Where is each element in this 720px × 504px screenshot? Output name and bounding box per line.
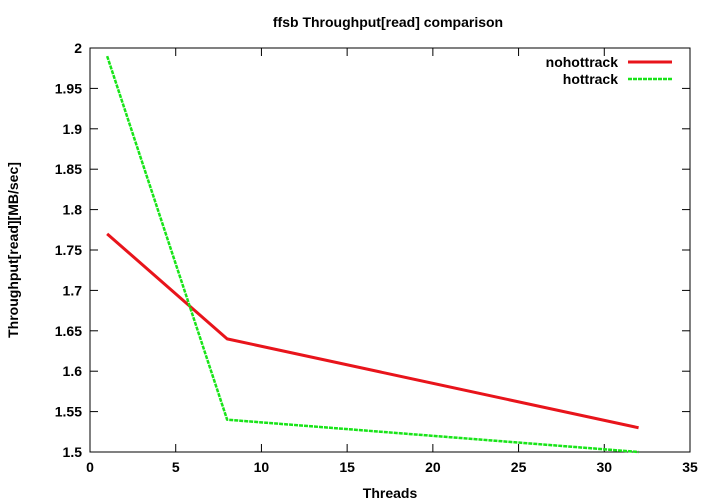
- y-tick-label: 2: [74, 40, 82, 56]
- series-layer: [105, 55, 639, 454]
- y-axis-label: Throughput[read][MB/sec]: [5, 162, 21, 338]
- series-line-nohottrack: [106, 232, 639, 430]
- y-tick-label: 1.7: [63, 282, 83, 298]
- x-tick-label: 20: [425, 459, 441, 475]
- y-tick-label: 1.8: [63, 202, 83, 218]
- y-tick-label: 1.6: [63, 363, 83, 379]
- x-tick-label: 5: [172, 459, 180, 475]
- x-tick-label: 30: [596, 459, 612, 475]
- y-tick-label: 1.65: [55, 323, 82, 339]
- x-axis-label: Threads: [363, 485, 418, 501]
- y-tick-label: 1.9: [63, 121, 83, 137]
- plot-frame: [89, 47, 691, 453]
- legend-label-nohottrack: nohottrack: [546, 54, 619, 70]
- y-tick-label: 1.85: [55, 161, 82, 177]
- legend-label-hottrack: hottrack: [563, 71, 618, 87]
- y-tick-label: 1.5: [63, 444, 83, 460]
- y-tick-label: 1.75: [55, 242, 82, 258]
- y-tick-label: 1.55: [55, 404, 82, 420]
- y-axis: 1.5 1.55 1.6 1.65 1.7 1.75 1.8 1.85 1.9 1.95 2: [55, 40, 690, 460]
- x-tick-label: 25: [511, 459, 527, 475]
- x-tick-label: 10: [254, 459, 270, 475]
- chart-title: ffsb Throughput[read] comparison: [273, 14, 503, 30]
- x-tick-label: 0: [86, 459, 94, 475]
- x-tick-label: 35: [682, 459, 698, 475]
- x-tick-label: 15: [339, 459, 355, 475]
- x-axis: 0 5 10 15 20 25 30 35: [86, 48, 698, 475]
- series-line-hottrack: [105, 55, 639, 454]
- y-tick-label: 1.95: [55, 80, 82, 96]
